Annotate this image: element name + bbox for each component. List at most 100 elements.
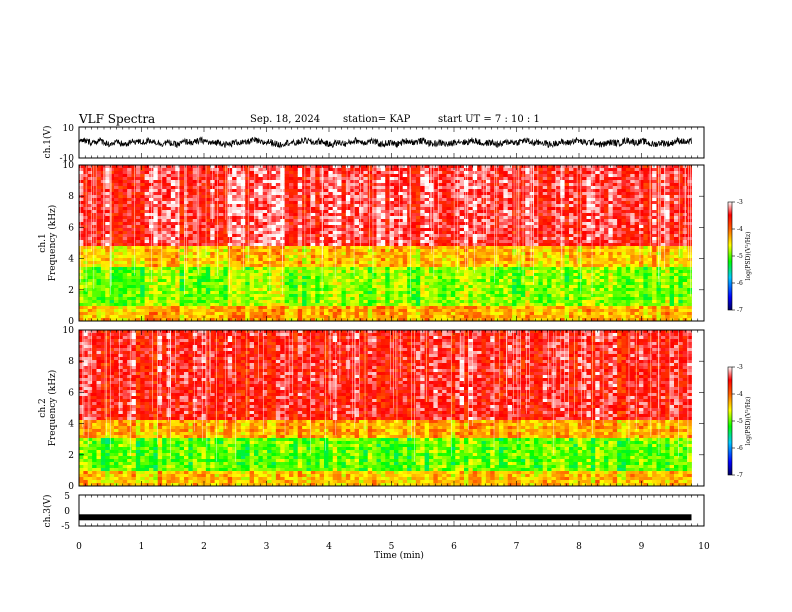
spectrogram-cell <box>354 168 360 172</box>
spectrogram-cell <box>258 276 264 280</box>
spectrogram-cell <box>380 204 386 208</box>
spectrogram-cell <box>267 249 272 253</box>
spectrogram-cell <box>354 213 360 217</box>
spectrogram-cell <box>420 180 426 184</box>
spectrogram-cell <box>415 171 421 175</box>
spectrogram-cell <box>122 312 128 316</box>
spectrogram-cell <box>131 207 137 211</box>
spectrogram-cell <box>122 243 128 247</box>
spectrogram-cell <box>442 219 447 223</box>
spectrogram-cell <box>188 267 194 271</box>
spectrogram-cell <box>359 231 364 235</box>
spectrogram-cell <box>275 285 281 289</box>
spectrogram-cell <box>328 240 334 244</box>
spectrogram-cell <box>157 171 163 175</box>
spectrogram-cell <box>380 303 386 307</box>
spectrogram-cell <box>127 285 132 289</box>
spectrogram-cell <box>92 252 97 256</box>
spectrogram-cell <box>254 189 259 193</box>
spectrogram-cell <box>315 234 321 238</box>
spectrogram-cell <box>477 273 482 277</box>
spectrogram-cell <box>376 234 382 238</box>
spectrogram-cell <box>324 246 329 250</box>
spectrogram-cell <box>219 288 224 292</box>
spectrogram-cell <box>345 258 351 262</box>
spectrogram-cell <box>464 192 469 196</box>
spectrogram-cell <box>114 288 119 292</box>
spectrogram-cell <box>324 186 329 190</box>
spectrogram-cell <box>254 246 259 250</box>
spectrogram-cell <box>153 168 159 172</box>
spectrogram-cell <box>367 189 373 193</box>
spectrogram-cell <box>337 240 342 244</box>
spectrogram-cell <box>380 240 386 244</box>
spectrogram-cell <box>350 201 356 205</box>
spectrogram-cell <box>402 315 408 319</box>
spectrogram-cell <box>415 231 421 235</box>
spectrogram-cell <box>350 237 356 241</box>
spectrogram-cell <box>170 294 176 298</box>
spectrogram-cell <box>310 306 316 310</box>
spectrogram-cell <box>380 189 386 193</box>
spectrogram-cell <box>455 303 461 307</box>
spectrogram-cell <box>315 243 321 247</box>
spectrogram-cell <box>398 282 404 286</box>
spectrogram-cell <box>385 174 391 178</box>
spectrogram-cell <box>83 177 89 181</box>
spectrogram-cell <box>92 174 97 178</box>
spectrogram-cell <box>332 297 338 301</box>
spectrogram-cell <box>459 282 465 286</box>
spectrogram-cell <box>214 288 220 292</box>
spectrogram-cell <box>236 183 242 187</box>
spectrogram-cell <box>223 249 229 253</box>
spectrogram-cell <box>118 234 124 238</box>
spectrogram-cell <box>249 309 255 313</box>
spectrogram-cell <box>122 189 128 193</box>
spectrogram-cell <box>192 282 198 286</box>
spectrogram-cell <box>153 309 159 313</box>
spectrogram-cell <box>354 264 360 268</box>
spectrogram-cell <box>166 291 172 295</box>
spectrogram-cell <box>96 213 102 217</box>
spectrogram-cell <box>477 255 482 259</box>
spectrogram-cell <box>345 228 351 232</box>
spectrogram-cell <box>376 288 382 292</box>
spectrogram-cell <box>341 249 347 253</box>
spectrogram-cell <box>135 243 141 247</box>
spectrogram-cell <box>219 204 224 208</box>
spectrogram-cell <box>188 282 194 286</box>
spectrogram-cell <box>394 189 399 193</box>
spectrogram-cell <box>433 219 439 223</box>
spectrogram-cell <box>87 303 93 307</box>
spectrogram-cell <box>79 291 84 295</box>
spectrogram-cell <box>433 267 439 271</box>
spectrogram-cell <box>144 270 150 274</box>
spectrogram-cell <box>87 234 93 238</box>
spectrogram-cell <box>131 192 137 196</box>
spectrogram-cell <box>245 183 251 187</box>
spectrogram-cell <box>394 240 399 244</box>
spectrogram-cell <box>201 273 207 277</box>
spectrogram-cell <box>429 300 434 304</box>
spectrogram-cell <box>389 219 395 223</box>
spectrogram-cell <box>96 189 102 193</box>
spectrogram-cell <box>236 291 242 295</box>
spectrogram-cell <box>223 285 229 289</box>
spectrogram-cell <box>284 183 290 187</box>
spectrogram-cell <box>302 180 307 184</box>
spectrogram-cell <box>114 282 119 286</box>
spectrogram-cell <box>232 222 237 226</box>
spectrogram-cell <box>87 186 93 190</box>
spectrogram-cell <box>293 276 299 280</box>
spectrogram-cell <box>175 267 181 271</box>
spectrogram-cell <box>289 189 294 193</box>
spectrogram-cell <box>324 210 329 214</box>
spectrogram-cell <box>437 270 443 274</box>
spectrogram-cell <box>442 210 447 214</box>
spectrogram-cell <box>442 273 447 277</box>
spectrogram-cell <box>223 228 229 232</box>
spectrogram-cell <box>337 195 342 199</box>
spectrogram-cell <box>280 303 286 307</box>
spectrogram-cell <box>310 207 316 211</box>
spectrogram-cell <box>210 249 216 253</box>
